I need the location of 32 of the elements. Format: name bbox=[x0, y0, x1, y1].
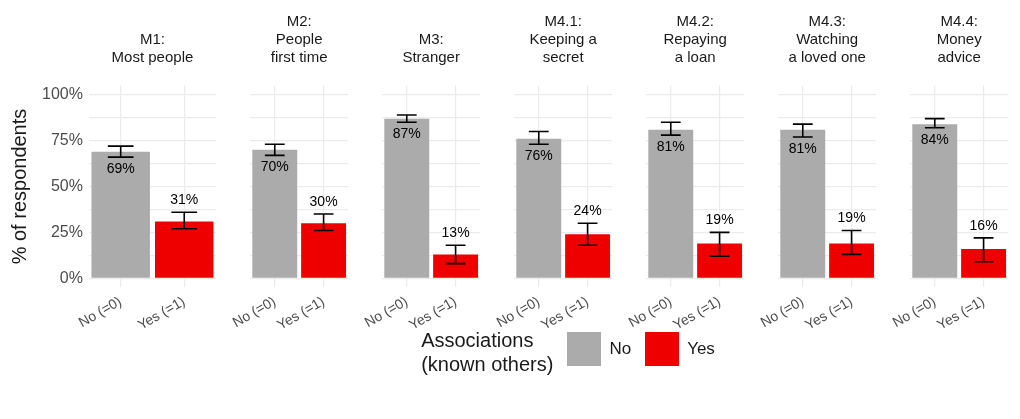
data-label: 16% bbox=[969, 216, 998, 233]
data-label: 13% bbox=[441, 224, 470, 241]
data-label: 87% bbox=[392, 125, 421, 142]
chart-title: M1: Most people bbox=[110, 29, 195, 66]
chart-title: M4.4: Money advice bbox=[935, 11, 983, 66]
data-label: 31% bbox=[170, 191, 199, 208]
legend-title: Associations (known others) bbox=[421, 329, 554, 375]
data-label: 81% bbox=[656, 138, 685, 154]
data-label: 81% bbox=[788, 139, 817, 156]
data-label: 19% bbox=[705, 211, 734, 228]
chart-title: M4.2: Repaying a loan bbox=[662, 11, 728, 66]
y-axis-title: % of respondents bbox=[7, 108, 30, 265]
chart-title: M4.1: Keeping a secret bbox=[528, 11, 598, 66]
data-label: 76% bbox=[524, 147, 553, 164]
legend-label: Yes bbox=[687, 339, 715, 359]
chart-title: M2: People first time bbox=[269, 11, 329, 66]
y-tick-label: 100% bbox=[42, 85, 83, 103]
data-label: 69% bbox=[106, 160, 135, 177]
y-tick-label: 50% bbox=[50, 176, 83, 194]
x-tick-label: Yes (=1) bbox=[134, 292, 188, 333]
data-label: 24% bbox=[573, 202, 602, 219]
legend-label: No bbox=[609, 339, 632, 359]
x-tick-label: No (=0) bbox=[75, 292, 125, 331]
chart-title: M4.3: Watching a loved one bbox=[787, 11, 867, 66]
y-tick-label: 25% bbox=[50, 222, 83, 240]
chart-title: M3: Stranger bbox=[401, 29, 461, 66]
data-label: 84% bbox=[920, 130, 949, 147]
data-label: 30% bbox=[309, 192, 338, 209]
y-tick-label: 0% bbox=[59, 268, 83, 286]
data-label: 70% bbox=[260, 158, 289, 175]
data-label: 19% bbox=[837, 209, 866, 226]
y-tick-label: 75% bbox=[50, 131, 83, 149]
